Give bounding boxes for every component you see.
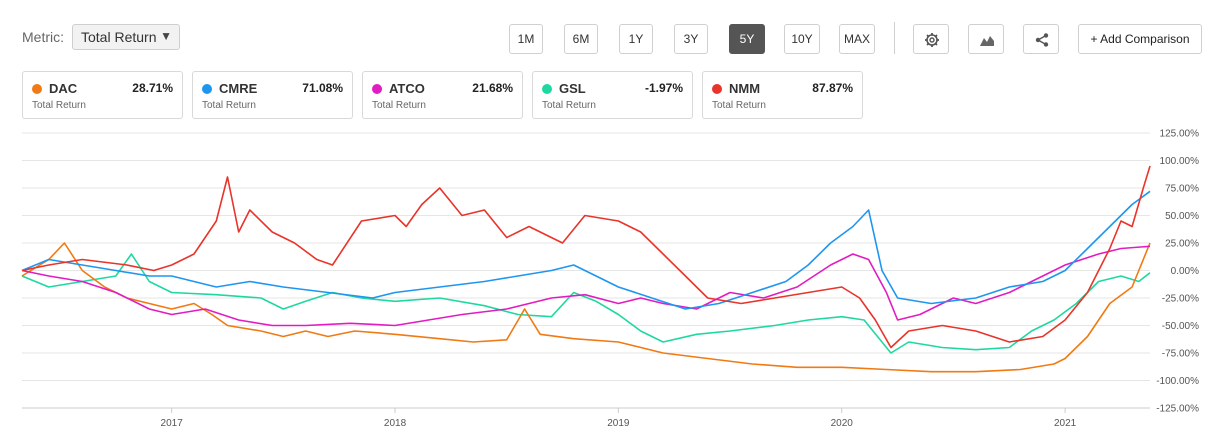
ticker-metric: Total Return bbox=[372, 100, 426, 111]
y-tick-label: 50.00% bbox=[1165, 211, 1199, 222]
ticker-card-dac[interactable]: DAC 28.71% Total Return bbox=[22, 71, 183, 119]
series-line-nmm[interactable] bbox=[21, 165, 1151, 349]
area-chart-icon bbox=[980, 36, 994, 46]
x-tick-label: 2017 bbox=[161, 418, 184, 429]
y-tick-label: -50.00% bbox=[1162, 321, 1199, 332]
ticker-card-cmre[interactable]: CMRE 71.08% Total Return bbox=[192, 71, 353, 119]
ticker-return: -1.97% bbox=[644, 81, 683, 95]
ticker-symbol: GSL bbox=[559, 81, 586, 96]
range-button-6m[interactable]: 6M bbox=[564, 24, 598, 54]
series-color-dot bbox=[542, 84, 552, 94]
series-color-dot bbox=[32, 84, 42, 94]
y-tick-label: 100.00% bbox=[1160, 156, 1200, 167]
y-axis: 125.00% 100.00% 75.00% 50.00% 25.00% 0.00% -25… bbox=[1156, 129, 1199, 415]
chart-type-button[interactable] bbox=[968, 24, 1004, 54]
settings-button[interactable] bbox=[913, 24, 949, 54]
series-lines bbox=[21, 165, 1151, 373]
range-button-1m[interactable]: 1M bbox=[509, 24, 543, 54]
share-button[interactable] bbox=[1023, 24, 1059, 54]
y-tick-label: 75.00% bbox=[1165, 184, 1199, 195]
ticker-metric: Total Return bbox=[202, 100, 256, 111]
ticker-return: 71.08% bbox=[302, 81, 343, 95]
y-tick-label: -125.00% bbox=[1156, 404, 1199, 415]
series-color-dot bbox=[712, 84, 722, 94]
ticker-card-atco[interactable]: ATCO 21.68% Total Return bbox=[362, 71, 523, 119]
series-color-dot bbox=[372, 84, 382, 94]
caret-down-icon: ▼ bbox=[160, 29, 172, 43]
y-tick-label: -25.00% bbox=[1162, 294, 1199, 305]
ticker-card-gsl[interactable]: GSL -1.97% Total Return bbox=[532, 71, 693, 119]
ticker-metric: Total Return bbox=[712, 100, 766, 111]
total-return-chart[interactable]: 125.00% 100.00% 75.00% 50.00% 25.00% 0.00% -25… bbox=[0, 126, 1212, 439]
y-tick-label: -75.00% bbox=[1162, 349, 1199, 360]
series-line-atco[interactable] bbox=[21, 245, 1151, 327]
ticker-symbol: NMM bbox=[729, 81, 761, 96]
ticker-return: 28.71% bbox=[132, 81, 173, 95]
add-comparison-button[interactable]: + Add Comparison bbox=[1078, 24, 1202, 54]
y-tick-label: -100.00% bbox=[1156, 376, 1199, 387]
ticker-return: 21.68% bbox=[472, 81, 513, 95]
range-button-5y[interactable]: 5Y bbox=[729, 24, 765, 54]
y-tick-label: 0.00% bbox=[1171, 266, 1199, 277]
series-line-cmre[interactable] bbox=[21, 190, 1151, 310]
share-icon bbox=[1035, 33, 1049, 47]
x-tick-label: 2018 bbox=[384, 418, 407, 429]
x-tick-label: 2020 bbox=[831, 418, 854, 429]
metric-select-value: Total Return bbox=[81, 29, 157, 45]
ticker-symbol: CMRE bbox=[219, 81, 258, 96]
range-button-1y[interactable]: 1Y bbox=[619, 24, 653, 54]
ticker-symbol: DAC bbox=[49, 81, 78, 96]
ticker-symbol: ATCO bbox=[389, 81, 425, 96]
ticker-return: 87.87% bbox=[812, 81, 853, 95]
metric-select[interactable]: Total Return ▼ bbox=[72, 24, 180, 50]
gear-icon bbox=[925, 33, 939, 47]
series-line-dac[interactable] bbox=[21, 242, 1151, 373]
series-line-gsl[interactable] bbox=[21, 253, 1151, 354]
ticker-metric: Total Return bbox=[32, 100, 86, 111]
y-tick-label: 125.00% bbox=[1160, 129, 1200, 140]
range-button-10y[interactable]: 10Y bbox=[784, 24, 820, 54]
series-color-dot bbox=[202, 84, 212, 94]
metric-label: Metric: bbox=[22, 29, 64, 45]
toolbar-divider bbox=[894, 22, 895, 54]
y-tick-label: 25.00% bbox=[1165, 239, 1199, 250]
x-axis: 2017 2018 2019 2020 2021 bbox=[22, 407, 1150, 429]
x-tick-label: 2021 bbox=[1054, 418, 1077, 429]
range-button-3y[interactable]: 3Y bbox=[674, 24, 708, 54]
range-button-max[interactable]: MAX bbox=[839, 24, 875, 54]
x-tick-label: 2019 bbox=[607, 418, 630, 429]
ticker-card-nmm[interactable]: NMM 87.87% Total Return bbox=[702, 71, 863, 119]
ticker-metric: Total Return bbox=[542, 100, 596, 111]
